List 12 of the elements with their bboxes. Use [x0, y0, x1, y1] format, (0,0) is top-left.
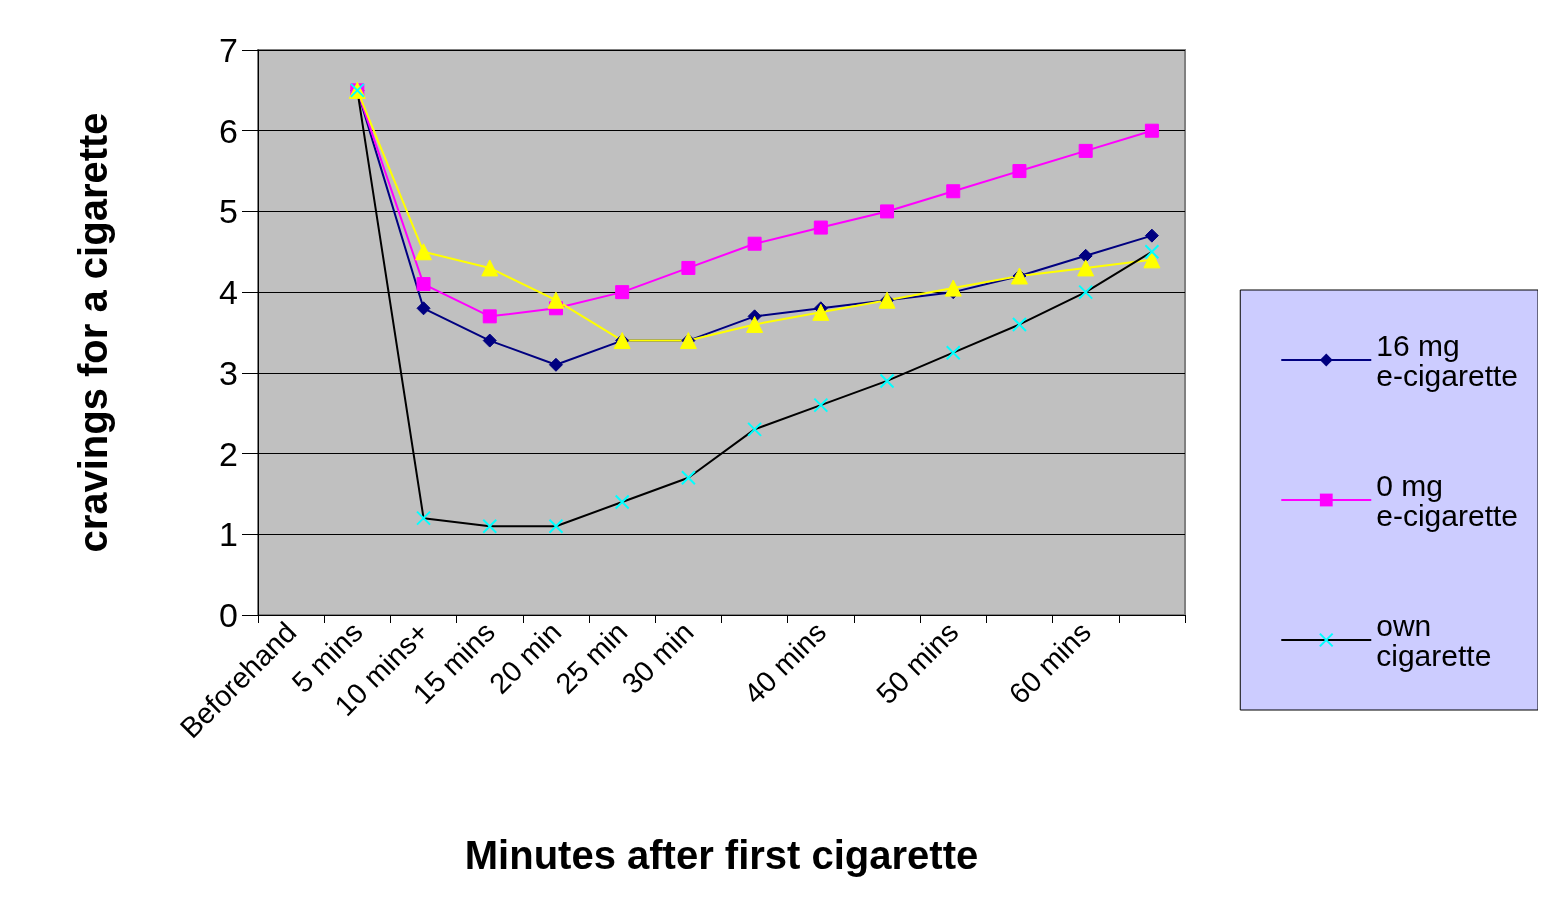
y-axis-title: cravings for a cigarette: [71, 112, 115, 553]
y-tick-label: 6: [219, 111, 238, 150]
y-tick-label: 2: [219, 434, 238, 473]
y-tick-label: 7: [219, 31, 238, 69]
y-tick-label: 4: [219, 273, 238, 312]
y-tick-label: 3: [219, 353, 238, 392]
y-tick-label: 1: [219, 515, 238, 554]
legend-label: 16 mg e-cigarette: [1376, 328, 1519, 392]
legend-label: 0 mg e-cigarette: [1376, 468, 1519, 532]
y-tick-label: 5: [219, 192, 238, 231]
legend-label: own cigarette: [1376, 608, 1492, 672]
x-axis-title: Minutes after first cigarette: [464, 833, 979, 877]
